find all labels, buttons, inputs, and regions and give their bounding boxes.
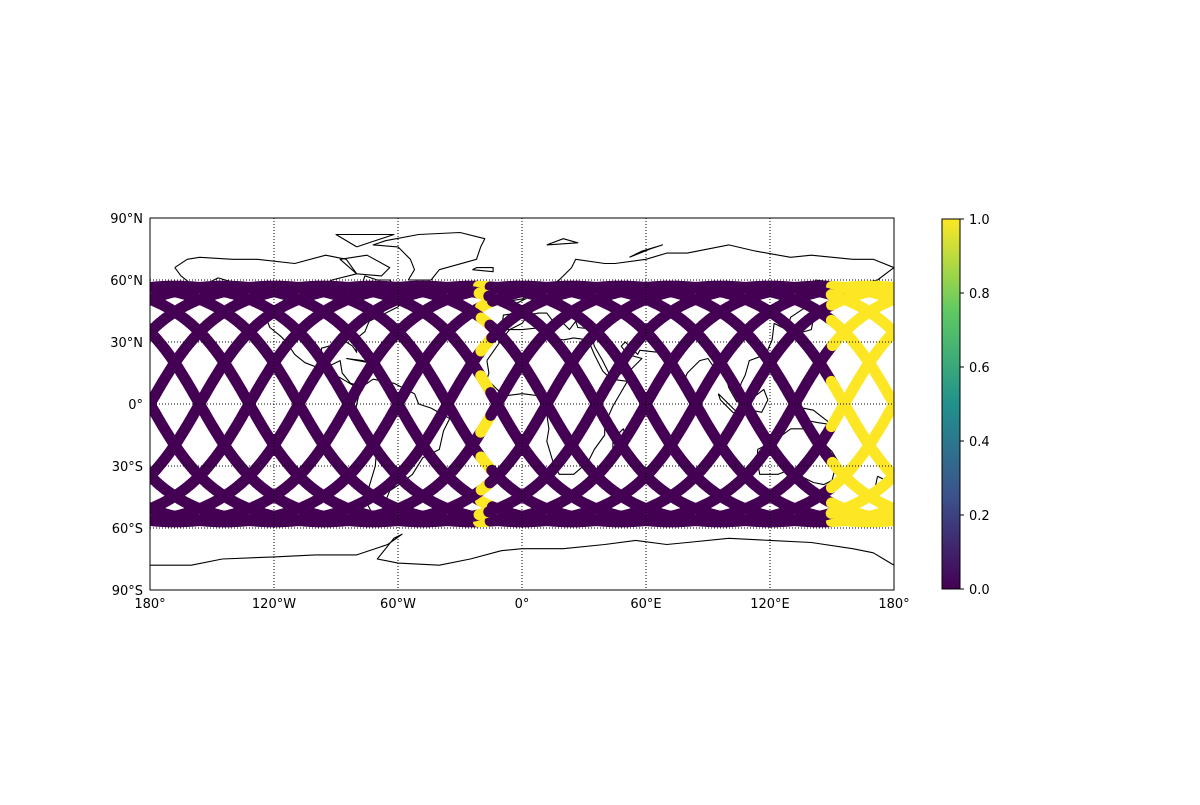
track-segment-value-1 [889, 328, 892, 331]
colorbar-tick-label: 0.6 [969, 361, 990, 376]
x-tick-label: 180° [878, 597, 909, 612]
x-tick-label: 60°E [630, 597, 661, 612]
x-tick-label: 120°E [750, 597, 790, 612]
track-segment-value-1 [889, 478, 892, 481]
y-tick-labels: 90°N 60°N 30°N 0° 30°S 60°S 90°S [110, 212, 143, 599]
colorbar-tick-label: 0.4 [969, 435, 990, 450]
colorbar-tick-label: 0.2 [969, 509, 990, 524]
colorbar-gradient [942, 219, 960, 589]
y-tick-label: 90°S [112, 584, 143, 599]
colorbar-tick-label: 1.0 [969, 213, 990, 228]
track-segment-value-1 [891, 398, 893, 401]
track-segment-value-1 [887, 287, 893, 288]
x-tick-label: 0° [515, 597, 530, 612]
y-tick-label: 60°S [112, 522, 143, 537]
track-segment-value-1 [886, 296, 891, 298]
y-tick-label: 30°N [110, 336, 143, 351]
y-tick-label: 90°N [110, 212, 143, 227]
track-segment-value-1 [887, 521, 893, 522]
track-segment-value-1 [886, 510, 891, 512]
y-tick-label: 60°N [110, 274, 143, 289]
colorbar-tick-label: 0.0 [969, 583, 990, 598]
x-tick-label: 120°W [252, 597, 296, 612]
x-tick-labels: 180° 120°W 60°W 0° 60°E 120°E 180° [134, 597, 909, 612]
y-tick-label: 0° [128, 398, 143, 413]
colorbar-ticks: 0.0 0.2 0.4 0.6 0.8 1.0 [960, 213, 990, 598]
x-tick-label: 60°W [380, 597, 416, 612]
x-tick-label: 180° [134, 597, 165, 612]
colorbar-tick-label: 0.8 [969, 287, 990, 302]
y-tick-label: 30°S [112, 460, 143, 475]
colorbar: 0.0 0.2 0.4 0.6 0.8 1.0 [942, 213, 990, 598]
track-segment-value-1 [891, 407, 893, 410]
